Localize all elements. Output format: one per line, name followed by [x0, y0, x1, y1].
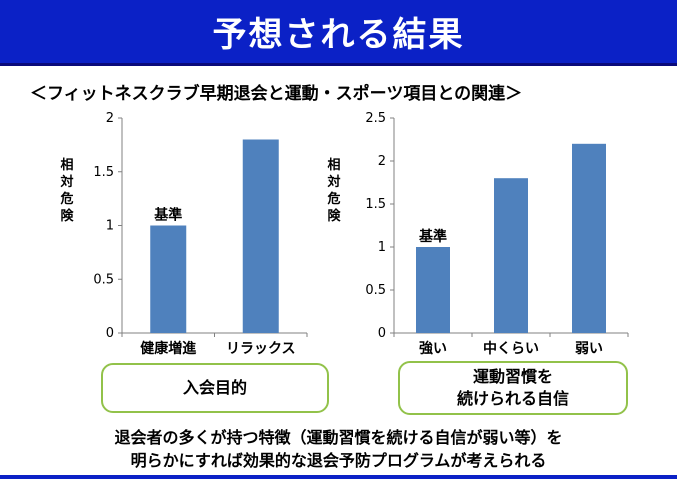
right-chart-bar — [416, 247, 450, 333]
footer-line1: 退会者の多くが持つ特徴（運動習慣を続ける自信が弱い等）を — [114, 428, 563, 447]
right-caption-line2: 続けられる自信 — [456, 389, 569, 408]
right-chart-ytick-label: 2 — [378, 154, 386, 169]
footer-line2: 明らかにすれば効果的な退会予防プログラムが考えられる — [130, 451, 547, 470]
left-chart-bar — [150, 225, 187, 333]
right-chart-ytick-label: 0 — [378, 326, 386, 341]
left-chart-category-label: 健康増進 — [140, 340, 196, 357]
left-chart-ytick-label: 1.5 — [93, 165, 114, 180]
title-bar: 予想される結果 — [0, 0, 677, 66]
right-chart-ytick-label: 1.5 — [365, 197, 386, 212]
right-caption-line1: 運動習慣を — [472, 367, 553, 386]
right-chart-annotation: 基準 — [419, 228, 447, 245]
left-caption: 入会目的 — [182, 378, 247, 397]
left-chart-bar — [242, 139, 279, 333]
left-chart-ytick-label: 0 — [106, 326, 114, 341]
left-chart-category-label: リラックス — [226, 341, 296, 357]
right-caption-box: 運動習慣を 続けられる自信 — [398, 361, 628, 415]
right-chart-ytick-label: 0.5 — [365, 283, 386, 298]
right-chart-ytick-label: 1 — [378, 240, 386, 255]
right-chart-category-label: 中くらい — [483, 340, 539, 357]
right-chart-category-label: 強い — [419, 340, 447, 357]
left-chart-ytick-label: 0.5 — [93, 272, 114, 287]
left-caption-box: 入会目的 — [101, 363, 329, 413]
slide-title: 予想される結果 — [212, 15, 465, 55]
right-chart-ylabel: 相対危険 — [327, 158, 341, 224]
right-chart-category-label: 弱い — [575, 341, 603, 357]
left-chart-ytick-label: 1 — [106, 219, 114, 234]
slide-subtitle: ＜フィットネスクラブ早期退会と運動・スポーツ項目との関連＞ — [30, 84, 523, 104]
left-chart-ylabel: 相対危険 — [60, 158, 74, 224]
bottom-rule — [0, 475, 677, 479]
right-chart-ytick-label: 2.5 — [365, 111, 386, 126]
left-chart-ytick-label: 2 — [106, 111, 114, 126]
left-chart-annotation: 基準 — [154, 207, 182, 224]
right-chart-bar — [572, 143, 606, 333]
right-chart-bar — [494, 178, 528, 333]
